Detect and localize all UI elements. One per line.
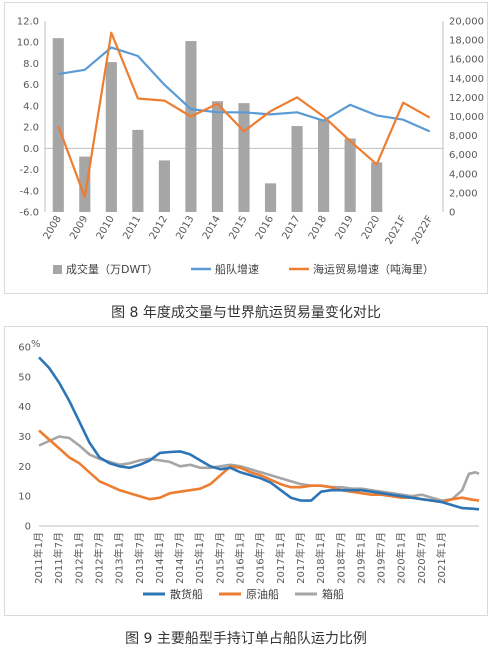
month-tick-label: 2019年1月 [354, 532, 367, 584]
chart-frame-annual: 12.0 10.0 8.0 6.0 4.0 2.0 0.0 -2.0 -4.0 -6.0 20,00… [4, 2, 488, 294]
month-tick-label: 2021年1月 [435, 532, 448, 584]
year-tick-label: 2016 [254, 214, 276, 242]
volume-bar [79, 156, 91, 212]
month-tick-label: 2012年7月 [92, 532, 105, 584]
month-tick-label: 2013年7月 [133, 532, 146, 584]
month-tick-label: 2012年1月 [72, 532, 85, 584]
year-tick-label: 2021F [384, 214, 409, 247]
bulk-carrier-line [38, 356, 480, 511]
right-axis-tick-label: 10,000 [449, 112, 484, 123]
y-tick-label: 20 [18, 462, 31, 473]
left-axis-tick-label: 0.0 [23, 144, 39, 155]
month-tick-label: 2013年1月 [113, 532, 126, 584]
year-tick-label: 2019 [333, 214, 355, 242]
month-tick-label: 2016年1月 [234, 532, 247, 584]
year-tick-label: 2010 [95, 214, 117, 242]
volume-bar [158, 160, 170, 212]
y-unit-label: % [31, 339, 41, 350]
month-tick-label: 2020年7月 [415, 532, 428, 584]
left-axis-tick-label: 4.0 [23, 101, 39, 112]
volume-bar [318, 119, 330, 212]
volume-bar [52, 38, 64, 212]
year-tick-label: 2009 [68, 214, 90, 242]
y-tick-label: 30 [18, 432, 31, 443]
y-tick-label: 10 [18, 492, 31, 503]
year-tick-label: 2020 [360, 214, 382, 242]
crude-tanker-line [38, 429, 480, 504]
volume-bar [105, 62, 117, 212]
volume-bar [371, 162, 383, 212]
month-tick-label: 2017年7月 [294, 532, 307, 584]
annual-bar-line-chart: 12.0 10.0 8.0 6.0 4.0 2.0 0.0 -2.0 -4.0 -6.0 20,00… [17, 17, 484, 277]
legend-label-trade: 海运贸易增速（吨海里） [313, 262, 434, 276]
month-tick-label: 2011年7月 [52, 532, 65, 584]
legend-label-container-ship: 箱船 [322, 587, 344, 601]
year-tick-label: 2013 [174, 214, 196, 242]
legend-label-crude-tanker: 原油船 [246, 587, 279, 601]
left-axis-tick-label: -2.0 [19, 165, 39, 176]
legend-label-volume: 成交量（万DWT） [66, 262, 158, 276]
right-axis-tick-label: 14,000 [449, 74, 484, 85]
left-axis-tick-label: 2.0 [23, 123, 39, 134]
month-tick-label: 2020年1月 [395, 532, 408, 584]
month-tick-label: 2019年7月 [375, 532, 388, 584]
year-tick-label: 2017 [280, 214, 302, 242]
left-axis-tick-label: -6.0 [19, 208, 39, 219]
volume-bar [291, 126, 303, 212]
y-tick-label: 40 [18, 402, 31, 413]
volume-bar [344, 138, 356, 212]
right-axis-tick-label: 2,000 [449, 188, 478, 199]
right-axis-tick-label: 20,000 [449, 17, 484, 28]
year-tick-label: 2012 [148, 214, 170, 242]
volume-bar [238, 103, 250, 212]
month-tick-label: 2018年7月 [334, 532, 347, 584]
right-axis-tick-label: 8,000 [449, 131, 478, 142]
month-tick-label: 2016年7月 [254, 532, 267, 584]
right-axis-tick-label: 18,000 [449, 36, 484, 47]
month-tick-label: 2014年7月 [173, 532, 186, 584]
volume-bar [132, 129, 144, 212]
fleet-growth-line [58, 46, 431, 133]
year-tick-label: 2014 [201, 214, 223, 242]
year-tick-label: 2011 [121, 214, 143, 242]
year-tick-label: 2008 [42, 214, 64, 242]
volume-bar [185, 41, 197, 213]
right-axis-tick-label: 0 [449, 208, 455, 219]
container-ship-line [38, 435, 480, 502]
right-axis-tick-label: 6,000 [449, 150, 478, 161]
month-tick-label: 2015年1月 [193, 532, 206, 584]
year-tick-label: 2022F [410, 214, 435, 247]
month-tick-label: 2015年7月 [213, 532, 226, 584]
year-tick-label: 2018 [307, 214, 329, 242]
right-axis-tick-label: 16,000 [449, 55, 484, 66]
volume-bar [264, 183, 277, 212]
trade-growth-line [57, 31, 431, 199]
y-tick-label: 50 [18, 372, 31, 383]
volume-bar [211, 101, 224, 212]
month-tick-label: 2017年1月 [274, 532, 287, 584]
year-tick-label: 2015 [227, 214, 249, 242]
figure-8-caption: 图 8 年度成交量与世界航运贸易量变化对比 [111, 305, 381, 321]
left-axis-tick-label: 6.0 [23, 80, 39, 91]
y-tick-label: 0 [25, 522, 31, 533]
left-axis-tick-label: 8.0 [23, 59, 39, 70]
chart-frame-orderbook: % 60 50 40 30 20 10 0 2011年1月 2011年7月 2012年1月 2012年… [4, 326, 488, 616]
month-tick-label: 2014年1月 [153, 532, 166, 584]
right-axis-tick-label: 12,000 [449, 93, 484, 104]
legend-swatch-volume [53, 265, 62, 274]
left-axis-tick-label: -4.0 [19, 186, 39, 197]
left-axis-tick-label: 10.0 [17, 38, 39, 49]
month-tick-label: 2011年1月 [32, 532, 45, 584]
left-axis-tick-label: 12.0 [17, 17, 39, 28]
right-axis-tick-label: 4,000 [449, 169, 478, 180]
figure-9-caption: 图 9 主要船型手持订单占船队运力比例 [125, 631, 367, 647]
legend-label-bulk-carrier: 散货船 [170, 587, 203, 601]
y-tick-label: 60 [18, 343, 31, 354]
month-tick-label: 2018年1月 [314, 532, 327, 584]
legend-label-fleet: 船队增速 [215, 262, 259, 276]
